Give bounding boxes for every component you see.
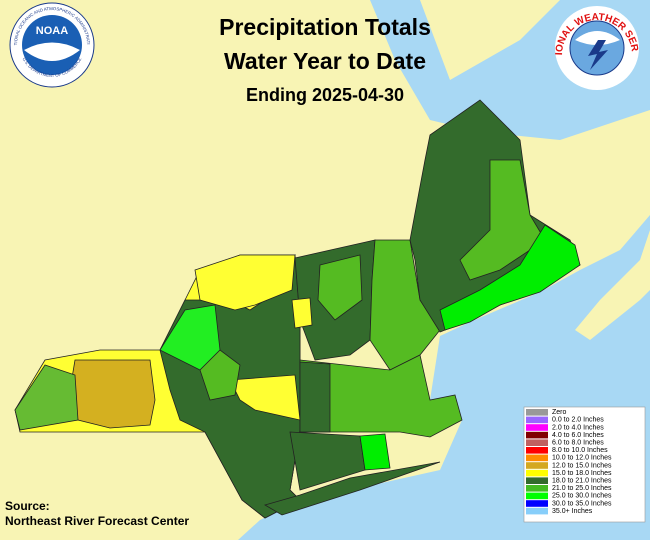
maine-mid — [459, 159, 546, 281]
ny-adirondack — [194, 254, 296, 311]
legend-label: 25.0 to 30.0 Inches — [552, 493, 612, 500]
legend-swatch — [526, 454, 548, 462]
legend-label: 30.0 to 35.0 Inches — [552, 500, 612, 507]
legend-swatch — [526, 507, 548, 515]
vermont-green — [317, 254, 363, 321]
legend-swatch — [526, 462, 548, 469]
ny-gold — [69, 359, 156, 429]
ma-west — [299, 361, 331, 433]
title-line: Water Year to Date — [224, 48, 426, 74]
legend-swatch — [526, 409, 548, 416]
legend-label: 10.0 to 12.0 Inches — [552, 455, 612, 462]
legend-label: 12.0 to 15.0 Inches — [552, 462, 612, 469]
legend-label: 15.0 to 18.0 Inches — [552, 470, 612, 477]
legend-label: 0.0 to 2.0 Inches — [552, 417, 604, 424]
legend-label: 8.0 to 10.0 Inches — [552, 447, 608, 454]
legend-label: 18.0 to 21.0 Inches — [552, 478, 612, 485]
legend-swatch — [526, 447, 548, 454]
ny-west-green — [14, 364, 79, 431]
ny-hudson — [229, 374, 301, 421]
ny-green — [159, 304, 221, 371]
title-line: Ending 2025-04-30 — [246, 85, 404, 105]
legend-label: 2.0 to 4.0 Inches — [552, 424, 604, 431]
legend-label: Zero — [552, 409, 567, 416]
legend-swatch — [526, 485, 548, 492]
legend-label: 4.0 to 6.0 Inches — [552, 432, 604, 439]
states — [14, 99, 581, 519]
legend-label: 35.0+ Inches — [552, 508, 593, 515]
legend-swatch — [526, 469, 548, 477]
source-label: Source: — [5, 499, 50, 513]
vermont-yellow — [291, 297, 313, 329]
noaa-name: NOAA — [36, 25, 68, 37]
long-island — [263, 461, 441, 516]
title-line: Precipitation Totals — [219, 14, 431, 40]
source-name: Northeast River Forecast Center — [5, 514, 189, 528]
legend-label: 6.0 to 8.0 Inches — [552, 440, 604, 447]
massachusetts — [299, 354, 463, 438]
legend-swatch — [526, 416, 548, 424]
nws-bolt — [588, 40, 608, 70]
maine-coast — [439, 224, 581, 331]
legend-label: 21.0 to 25.0 Inches — [552, 485, 612, 492]
nova-scotia — [575, 230, 650, 340]
noaa-bird — [24, 42, 80, 61]
legend-swatch — [526, 431, 548, 439]
ny-midgreen — [199, 349, 241, 401]
legend-swatch — [526, 477, 548, 484]
legend-swatch — [526, 492, 548, 500]
legend-swatch — [526, 439, 548, 446]
legend-swatch — [526, 424, 548, 431]
legend-swatch — [526, 500, 548, 507]
rhode-island — [359, 433, 391, 471]
nws-cloud — [575, 31, 620, 45]
